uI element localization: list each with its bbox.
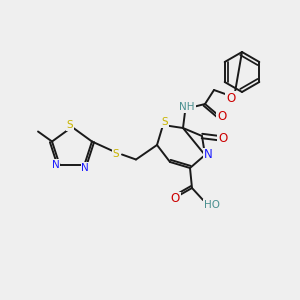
Text: S: S (113, 148, 119, 158)
Text: N: N (52, 160, 59, 170)
Text: O: O (218, 110, 226, 124)
Text: S: S (67, 120, 73, 130)
Text: O: O (218, 131, 228, 145)
Text: NH: NH (179, 102, 195, 112)
Text: S: S (162, 117, 168, 127)
Text: O: O (226, 92, 236, 104)
Text: O: O (170, 193, 180, 206)
Text: N: N (82, 163, 89, 173)
Text: HO: HO (204, 200, 220, 210)
Text: N: N (204, 148, 212, 161)
